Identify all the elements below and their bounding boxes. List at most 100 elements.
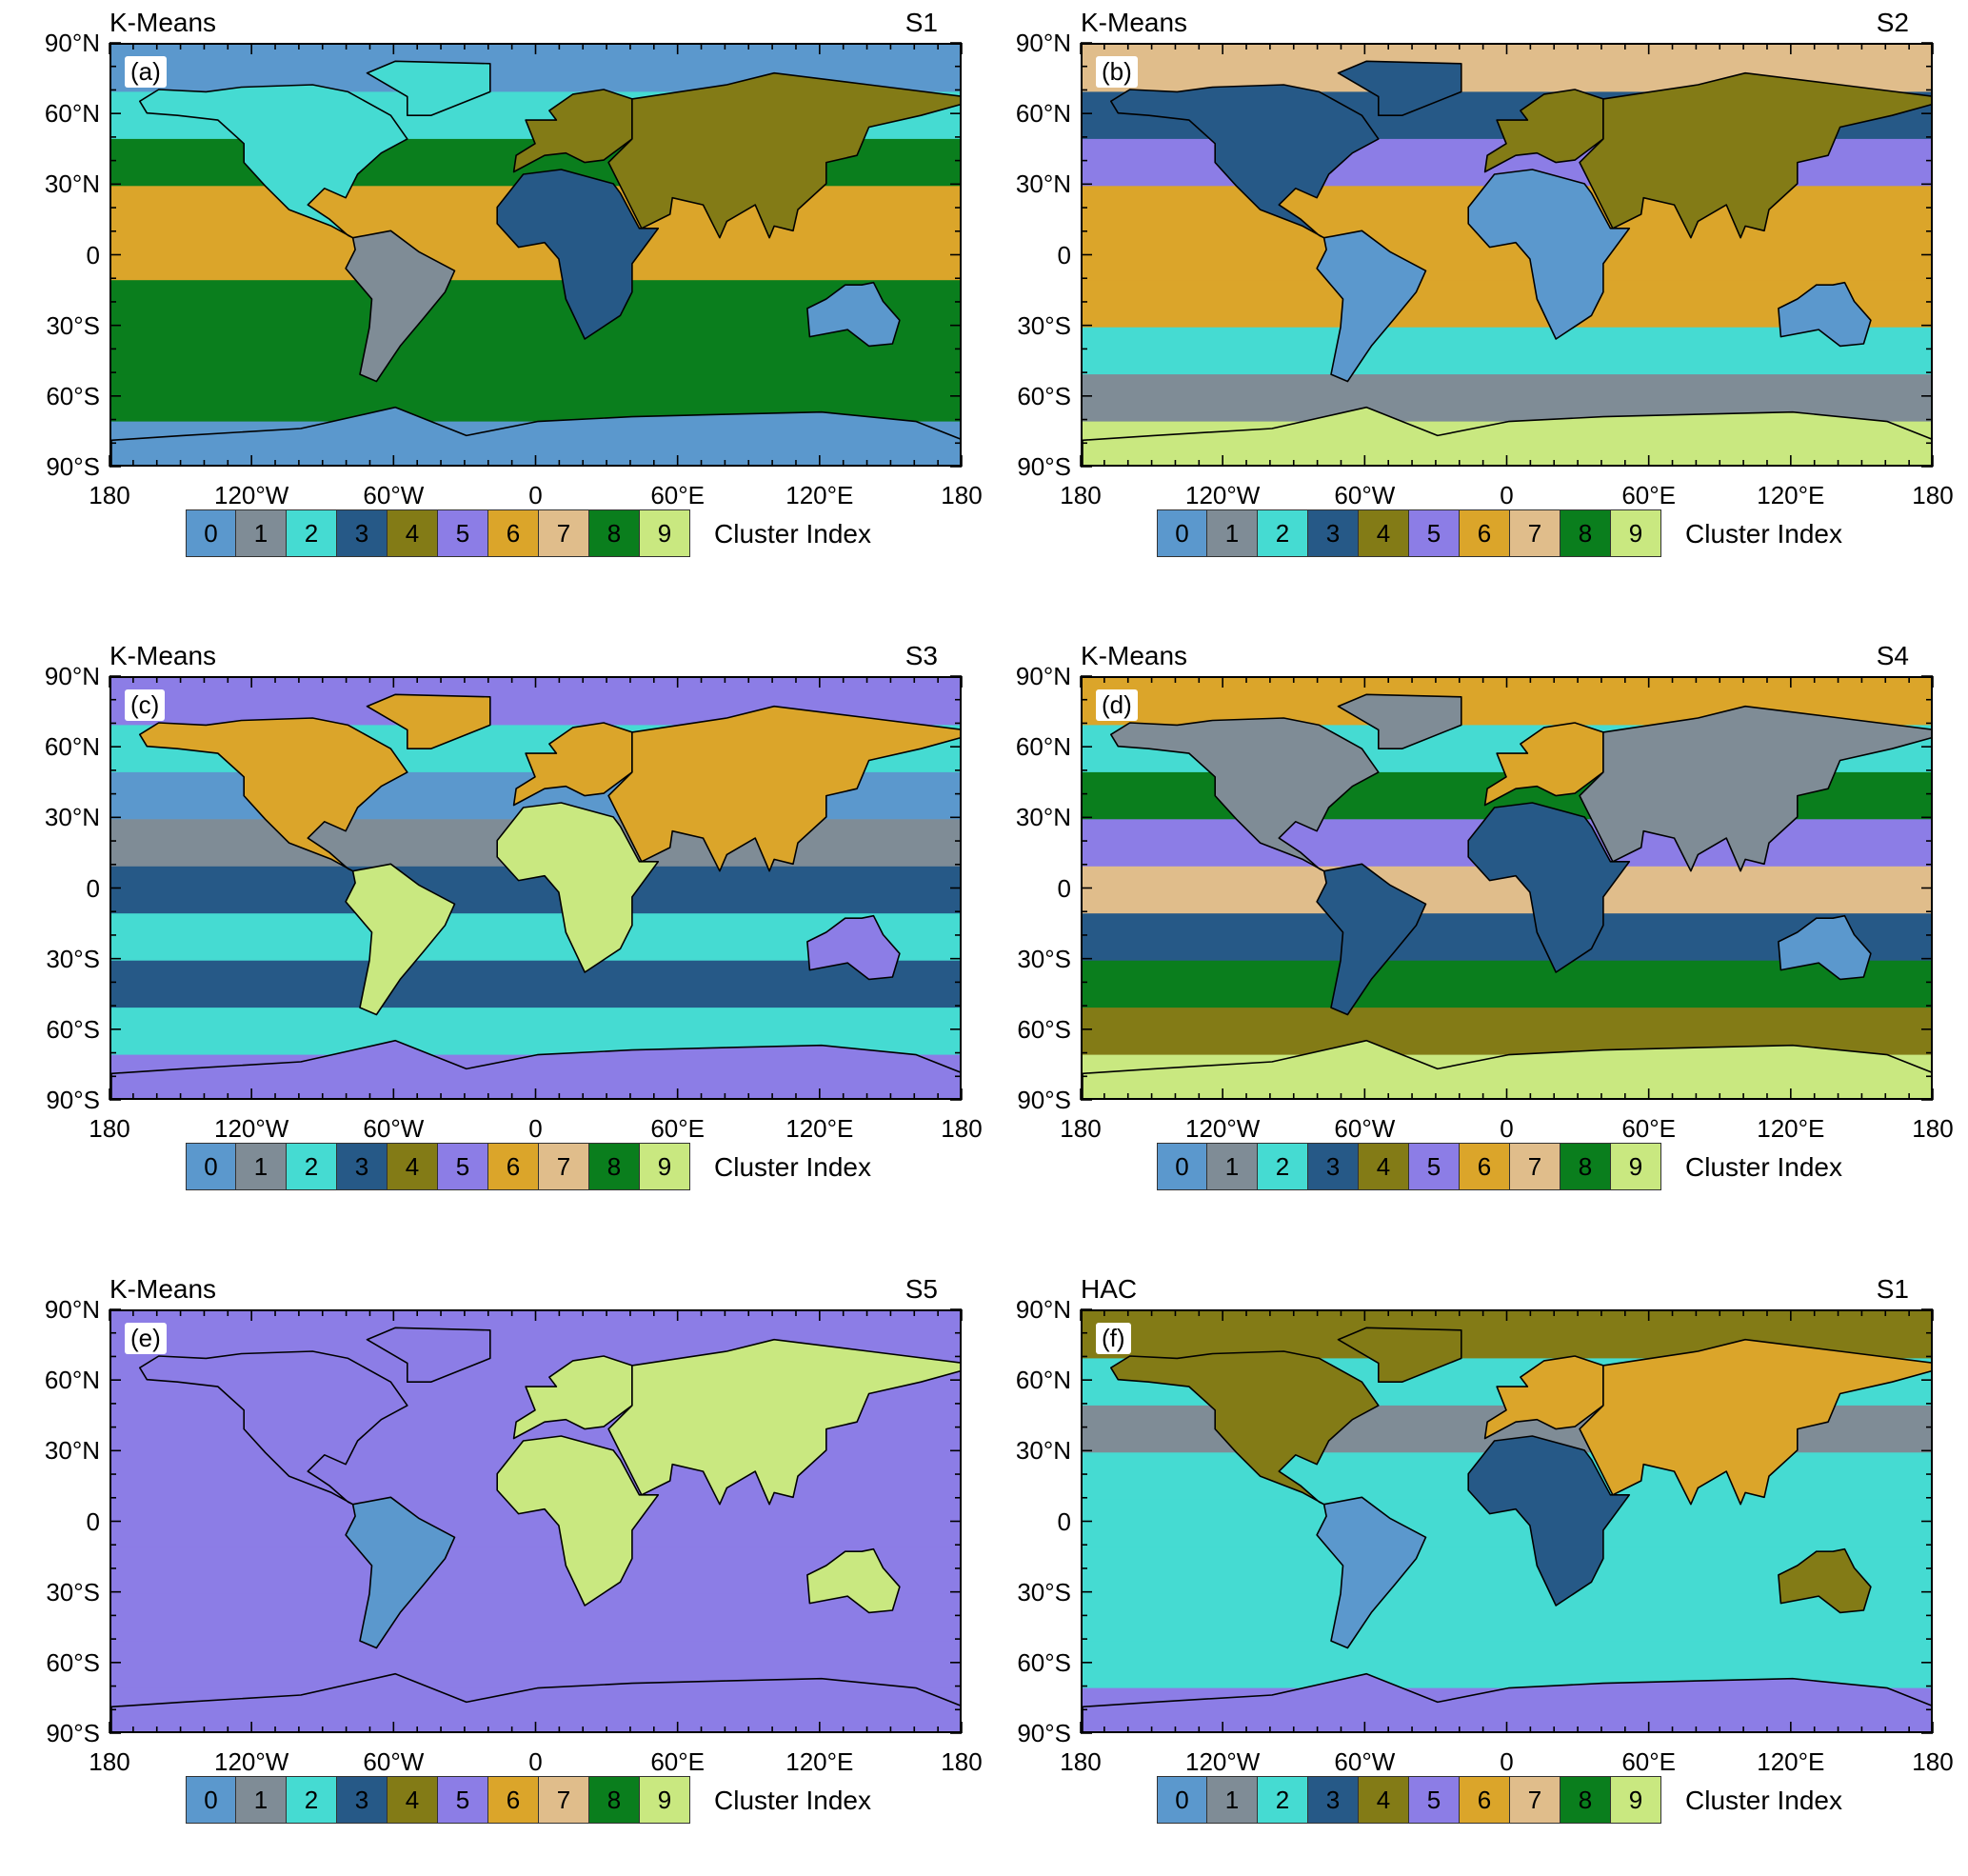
legend-swatch-2: 2 [1258, 1143, 1308, 1190]
legend-swatch-5: 5 [1409, 1143, 1460, 1190]
legend-swatch-0: 0 [1157, 1776, 1207, 1824]
legend-swatch-8: 8 [589, 1776, 640, 1824]
continent-gl [366, 693, 491, 749]
lat-tick-label: 60°S [46, 1647, 100, 1677]
lon-tick-label: 180 [1912, 1747, 1954, 1776]
legend-swatch-9: 9 [640, 1143, 690, 1190]
lat-tick-label: 90°S [46, 1086, 100, 1114]
legend-swatch-9: 9 [1611, 1776, 1661, 1824]
continent-ant [111, 1039, 960, 1098]
lat-tick-label: 90°N [44, 1295, 100, 1324]
lat-tick-label: 30°N [44, 170, 100, 199]
legend-swatch-5: 5 [438, 1143, 488, 1190]
axis-ticks [109, 675, 963, 1101]
legend-swatch-6: 6 [1460, 1143, 1510, 1190]
lat-tick-label: 90°S [1017, 1086, 1071, 1114]
continent-gl [366, 60, 491, 116]
lat-tick-label: 60°S [46, 1014, 100, 1044]
map-panel-a: K-Means S1 (a) 90°N 60°N 30°N 0 30°S 60°S 90°S 180… [0, 0, 983, 609]
lat-tick-label: 30°S [46, 310, 100, 340]
continent-gl [1337, 693, 1462, 749]
lon-tick-label: 120°W [1184, 1747, 1261, 1776]
legend-title: Cluster Index [1685, 519, 1842, 549]
continent-eu [1483, 1355, 1604, 1440]
panel-label: (e) [125, 1323, 167, 1354]
legend-swatch-7: 7 [539, 1143, 589, 1190]
legend-swatch-3: 3 [1308, 509, 1359, 557]
lon-tick-label: 60°W [1334, 1114, 1396, 1143]
lat-tick-label: 0 [86, 1507, 100, 1536]
lon-tick-label: 60°W [363, 1747, 425, 1776]
lon-tick-label: 60°W [363, 481, 425, 509]
map-panel-c: K-Means S3 (c) 90°N 60°N 30°N 0 30°S 60°S 90°S 180… [0, 633, 983, 1243]
legend-swatch-8: 8 [1560, 1143, 1611, 1190]
lon-tick-label: 180 [1060, 1747, 1102, 1776]
continent-as [1579, 705, 1931, 872]
cluster-map: (b) [1081, 43, 1933, 467]
scenario-title: S5 [904, 1274, 938, 1304]
legend-swatch-3: 3 [1308, 1143, 1359, 1190]
lon-tick-label: 180 [941, 1747, 983, 1776]
scenario-title: S4 [1876, 641, 1909, 670]
continent-ant [1083, 1672, 1931, 1731]
legend-swatch-2: 2 [1258, 509, 1308, 557]
axis-ticks [109, 1308, 963, 1734]
continent-eu [512, 1355, 633, 1440]
lat-tick-label: 60°S [1017, 381, 1071, 410]
lat-tick-label: 30°N [44, 803, 100, 832]
cluster-map: (d) [1081, 676, 1933, 1100]
lat-tick-label: 30°N [44, 1436, 100, 1466]
method-title: K-Means [1081, 641, 1188, 670]
method-title: K-Means [1081, 8, 1188, 37]
lon-tick-label: 0 [528, 481, 543, 509]
lon-tick-label: 0 [528, 1747, 543, 1776]
map-panel-d: K-Means S4 (d) 90°N 60°N 30°N 0 30°S 60°S 90°S 180… [971, 633, 1954, 1243]
continent-au [806, 281, 901, 348]
legend-swatch-0: 0 [186, 1143, 236, 1190]
legend-title: Cluster Index [1685, 1786, 1842, 1815]
continent-sa [1316, 863, 1427, 1016]
legend-swatch-7: 7 [1510, 1143, 1560, 1190]
continent-eu [1483, 89, 1604, 173]
legend-swatch-8: 8 [1560, 509, 1611, 557]
legend-swatch-6: 6 [1460, 509, 1510, 557]
cluster-map-svg [1083, 678, 1931, 1098]
lon-tick-label: 60°E [1621, 1747, 1676, 1776]
lat-tick-label: 60°N [44, 99, 100, 129]
lat-tick-label: 90°N [1015, 662, 1071, 690]
lon-tick-label: 60°W [1334, 481, 1396, 509]
lat-tick-label: 0 [1057, 1507, 1071, 1536]
cluster-map: (f) [1081, 1309, 1933, 1733]
continent-na [1109, 717, 1380, 872]
legend-swatch-2: 2 [287, 1143, 337, 1190]
legend-swatch-0: 0 [1157, 509, 1207, 557]
legend-swatch-5: 5 [438, 1776, 488, 1824]
legend-swatch-9: 9 [640, 1776, 690, 1824]
lon-tick-label: 120°W [213, 1747, 289, 1776]
legend-swatch-4: 4 [1359, 509, 1409, 557]
legend-swatch-7: 7 [539, 509, 589, 557]
lon-tick-label: 120°E [785, 481, 854, 509]
legend-swatch-1: 1 [1207, 1143, 1258, 1190]
map-panel-b: K-Means S2 (b) 90°N 60°N 30°N 0 30°S 60°S 90°S 180… [971, 0, 1954, 609]
lon-tick-label: 120°E [1757, 1114, 1825, 1143]
lat-tick-label: 30°S [46, 944, 100, 973]
continent-au [806, 1547, 901, 1614]
legend-swatch-1: 1 [1207, 509, 1258, 557]
continent-af [496, 802, 660, 973]
continent-af [496, 1435, 660, 1607]
legend-title: Cluster Index [714, 1152, 871, 1182]
continent-sa [1316, 230, 1427, 383]
scenario-title: S3 [904, 641, 938, 670]
legend-swatch-1: 1 [236, 1776, 287, 1824]
continent-eu [512, 89, 633, 173]
lat-tick-label: 60°S [1017, 1014, 1071, 1044]
lat-tick-label: 0 [86, 240, 100, 269]
panel-label: (d) [1096, 689, 1138, 721]
lat-tick-label: 30°N [1015, 803, 1071, 832]
lon-tick-label: 120°E [785, 1114, 854, 1143]
lon-tick-label: 120°E [1757, 481, 1825, 509]
